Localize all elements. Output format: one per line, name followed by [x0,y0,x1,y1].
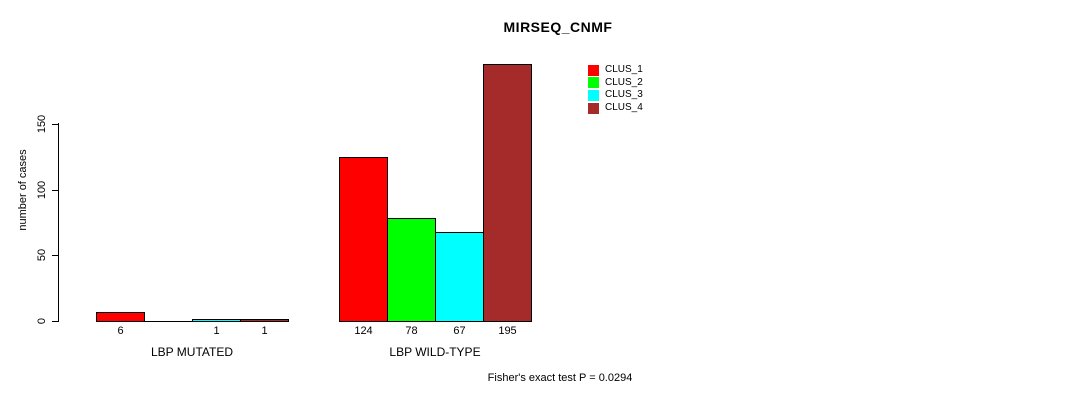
bar [144,321,193,322]
bar [240,319,289,322]
y-axis-line [58,123,59,322]
bar-value-label: 1 [261,324,268,337]
y-tick-label: 100 [36,180,48,199]
bar-value-label: 124 [354,324,373,337]
bar [483,64,532,322]
y-tick [52,321,59,322]
legend-label: CLUS_2 [605,76,643,88]
bar-value-label: 1 [213,324,220,337]
bar-value-label: 6 [117,324,124,337]
y-axis-label: number of cases [17,149,29,231]
y-tick-label: 50 [36,249,48,262]
y-tick [52,255,59,257]
legend-item: CLUS_1 [588,64,643,77]
x-group-label-mutated: LBP MUTATED [150,345,234,359]
y-tick-label: 0 [36,317,48,325]
bar-value-label: 195 [498,324,517,337]
bar [192,319,241,322]
legend-label: CLUS_4 [605,102,643,114]
legend-item: CLUS_4 [588,102,643,115]
bar-value-label: 67 [453,324,466,337]
legend-swatch [588,89,599,101]
x-group-label-wildtype: LBP WILD-TYPE [389,345,481,359]
legend: CLUS_1 CLUS_2 CLUS_3 CLUS_4 [588,64,643,114]
bar [435,232,484,322]
chart-title: MIRSEQ_CNMF [503,19,613,35]
legend-swatch [588,64,599,76]
y-tick-label: 150 [36,114,48,134]
legend-item: CLUS_3 [588,89,643,102]
bar [96,312,145,322]
legend-swatch [588,77,599,89]
bar [387,218,436,322]
fisher-test-annotation: Fisher's exact test P = 0.0294 [487,372,633,384]
y-tick [52,124,59,125]
y-tick [52,189,59,191]
legend-swatch [588,102,599,114]
legend-item: CLUS_2 [588,77,643,90]
legend-label: CLUS_1 [605,64,643,76]
bar-value-label: 78 [405,324,418,337]
bar [339,157,388,322]
legend-label: CLUS_3 [605,89,643,101]
